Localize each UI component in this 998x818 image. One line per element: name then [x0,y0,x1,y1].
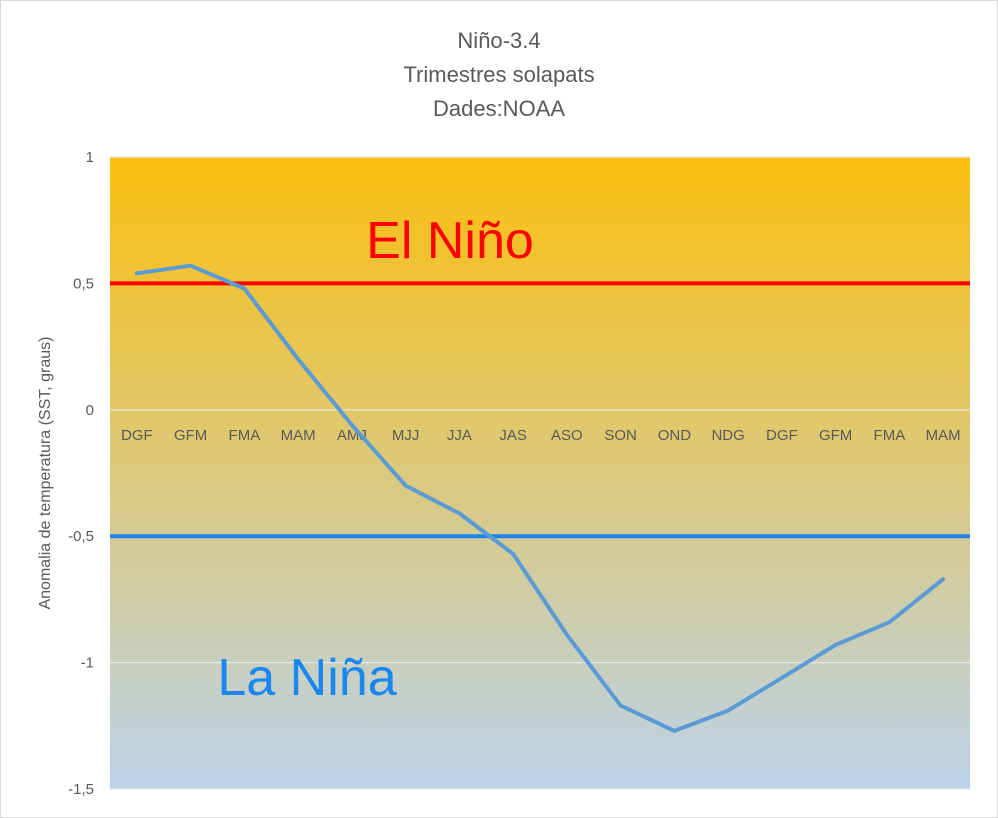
chart-subtitle-1: Trimestres solapats [403,62,595,87]
x-tick-label: FMA [229,427,261,444]
x-tick-label: NDG [711,427,744,444]
x-tick-label: ASO [551,427,583,444]
x-tick-label: JAS [499,427,527,444]
y-tick-label: 0,5 [73,275,94,292]
y-tick-label: -0,5 [68,528,94,545]
y-tick-label: -1,5 [68,781,94,798]
la-nina-label: La Niña [217,649,396,707]
x-tick-label: MAM [281,427,316,444]
x-tick-label: MAM [926,427,961,444]
x-tick-label: GFM [174,427,207,444]
x-tick-label: GFM [819,427,852,444]
plot-background [110,157,970,789]
y-tick-label: 0 [86,402,94,419]
x-tick-label: DGF [766,427,798,444]
y-tick-label: 1 [86,149,94,166]
x-tick-label: JJA [447,427,472,444]
y-tick-label: -1 [81,655,94,672]
x-tick-label: SON [604,427,637,444]
x-tick-label: MJJ [392,427,420,444]
chart-subtitle-2: Dades:NOAA [432,96,566,121]
el-nino-label: El Niño [366,212,534,270]
x-tick-label: OND [658,427,692,444]
x-tick-label: DGF [121,427,153,444]
series-line [134,263,946,733]
chart-title: Niño-3.4 [457,28,541,53]
x-tick-label: FMA [874,427,906,444]
